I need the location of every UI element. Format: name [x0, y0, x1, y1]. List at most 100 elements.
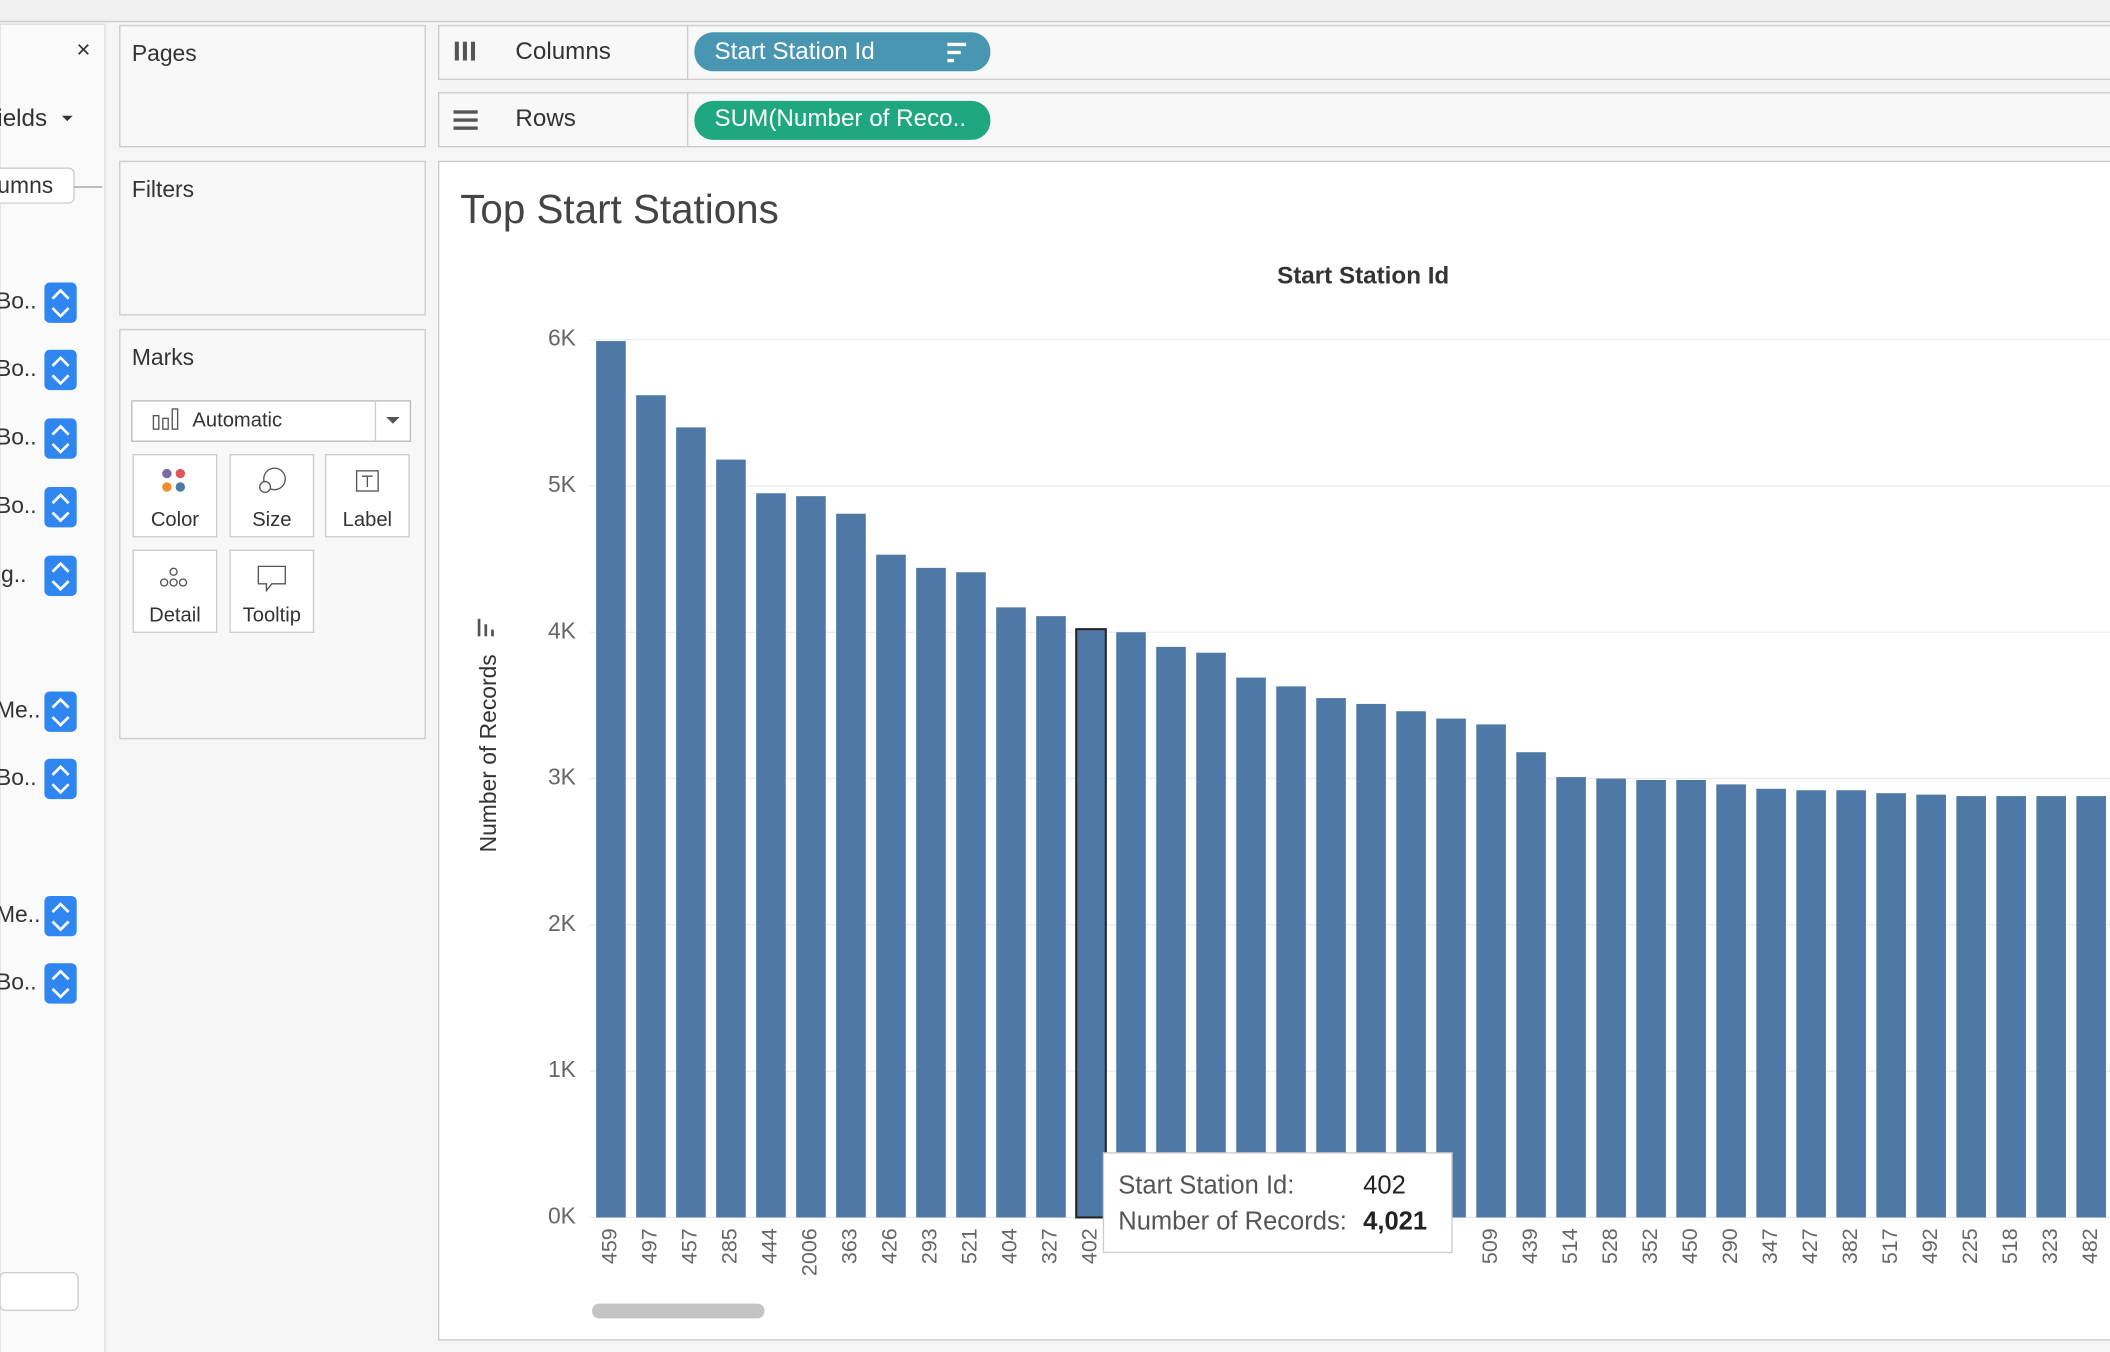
bar[interactable]	[1075, 628, 1107, 1219]
field-item[interactable]: Bo..	[0, 424, 37, 450]
field-item[interactable]: Me..	[0, 901, 40, 927]
bar[interactable]	[2036, 796, 2066, 1218]
bar[interactable]	[1476, 724, 1506, 1218]
bar[interactable]	[1116, 632, 1146, 1218]
bar[interactable]	[2076, 796, 2106, 1218]
mark-button[interactable]	[229, 549, 315, 633]
field-stepper[interactable]	[44, 758, 77, 800]
mark-button-label[interactable]: Label	[343, 509, 392, 531]
bar[interactable]	[1556, 777, 1586, 1218]
close-icon[interactable]: ×	[76, 37, 90, 64]
search-box[interactable]	[0, 1271, 79, 1311]
y-tick-label: 3K	[548, 764, 576, 790]
field-item[interactable]: Bo..	[0, 288, 37, 314]
mark-button[interactable]	[229, 454, 315, 538]
sort-icon[interactable]	[947, 42, 967, 63]
fields-label[interactable]: ields	[0, 105, 47, 132]
fields-caret	[61, 115, 73, 122]
field-item[interactable]: Bo..	[0, 968, 37, 994]
bar[interactable]	[1596, 778, 1626, 1218]
field-stepper[interactable]	[44, 486, 77, 528]
filters-card	[119, 160, 426, 316]
rows-pill[interactable]	[694, 100, 991, 140]
x-tick-label: 517	[1878, 1228, 1902, 1264]
detail-icon	[169, 578, 178, 587]
x-tick-label: 514	[1558, 1228, 1582, 1264]
bar[interactable]	[1316, 698, 1346, 1218]
bar[interactable]	[596, 341, 626, 1218]
mark-button-label[interactable]: Tooltip	[243, 604, 301, 626]
bar[interactable]	[1796, 790, 1826, 1218]
mark-button-label[interactable]: Detail	[149, 604, 201, 626]
x-tick-label: 225	[1958, 1228, 1982, 1264]
sort-axis-icon[interactable]	[477, 618, 494, 637]
x-tick-label: 285	[718, 1228, 742, 1264]
bar[interactable]	[756, 493, 786, 1218]
bar[interactable]	[796, 496, 826, 1218]
mark-button-label[interactable]: Color	[151, 509, 199, 531]
bar[interactable]	[1756, 788, 1786, 1218]
field-item[interactable]: Me..	[0, 697, 40, 723]
bar[interactable]	[876, 554, 906, 1218]
bar[interactable]	[1156, 646, 1186, 1218]
bar[interactable]	[1996, 796, 2026, 1218]
field-stepper[interactable]	[44, 555, 77, 596]
bar[interactable]	[1676, 780, 1706, 1218]
bar[interactable]	[1636, 780, 1666, 1218]
bar[interactable]	[1876, 793, 1906, 1218]
bar[interactable]	[1516, 752, 1546, 1218]
field-stepper[interactable]	[44, 282, 77, 323]
field-stepper[interactable]	[44, 349, 77, 391]
mark-button-label[interactable]: Size	[252, 509, 291, 531]
mark-button[interactable]	[132, 454, 218, 538]
x-tick-label: 323	[2038, 1228, 2062, 1264]
field-item[interactable]: Bo..	[0, 492, 37, 518]
bar[interactable]	[1956, 796, 1986, 1218]
label-icon	[361, 475, 373, 487]
bar[interactable]	[1356, 703, 1386, 1218]
field-stepper[interactable]	[44, 691, 77, 732]
tab-label[interactable]: umns	[0, 172, 53, 198]
bar[interactable]	[996, 607, 1026, 1218]
bar[interactable]	[1236, 677, 1266, 1218]
y-tick-label: 0K	[548, 1203, 576, 1229]
stepper-arrows	[51, 493, 70, 523]
bar[interactable]	[956, 572, 986, 1218]
bar[interactable]	[916, 567, 946, 1218]
bar[interactable]	[1396, 711, 1426, 1218]
bar[interactable]	[1716, 784, 1746, 1218]
pages-title: Pages	[132, 40, 197, 66]
field-stepper[interactable]	[44, 963, 77, 1004]
bar[interactable]	[1276, 686, 1306, 1218]
field-item[interactable]: Bo..	[0, 764, 37, 790]
bar[interactable]	[676, 427, 706, 1218]
columns-label: Columns	[515, 38, 611, 65]
bar[interactable]	[716, 459, 746, 1218]
mark-button[interactable]	[324, 454, 410, 538]
field-item[interactable]: Bo..	[0, 355, 37, 381]
mark-button[interactable]	[132, 549, 218, 633]
bar[interactable]	[1036, 616, 1066, 1218]
rows-pill-label[interactable]: SUM(Number of Reco..	[715, 105, 967, 132]
tab[interactable]	[0, 167, 75, 204]
dropdown-caret	[386, 417, 400, 424]
bar[interactable]	[636, 395, 666, 1218]
mark-type[interactable]: Automatic	[192, 409, 282, 431]
columns-pill-label[interactable]: Start Station Id	[715, 38, 875, 65]
bar[interactable]	[1836, 790, 1866, 1218]
bar[interactable]	[1916, 794, 1946, 1218]
columns-pill[interactable]	[694, 32, 991, 72]
tooltip-field: Start Station Id:	[1118, 1171, 1294, 1199]
x-tick-label: 293	[918, 1228, 942, 1264]
field-item[interactable]: ig..	[0, 561, 26, 587]
toolbar	[0, 0, 2110, 22]
field-stepper[interactable]	[44, 418, 77, 459]
bar[interactable]	[1436, 718, 1466, 1218]
field-stepper[interactable]	[44, 895, 77, 937]
stepper-arrows	[51, 764, 70, 795]
stepper-arrows	[51, 424, 70, 454]
bar[interactable]	[836, 513, 866, 1218]
scrollbar[interactable]	[592, 1303, 765, 1319]
bar[interactable]	[1196, 652, 1226, 1218]
